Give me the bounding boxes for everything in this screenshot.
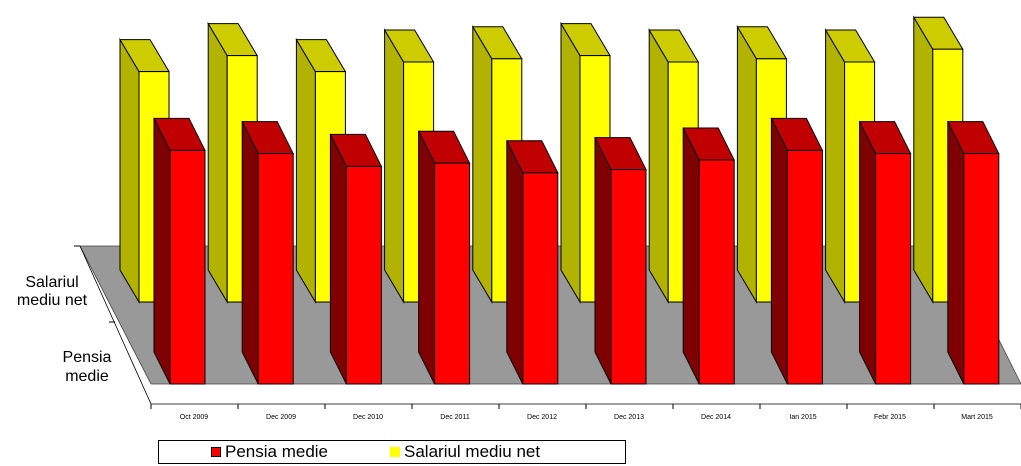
bar-pensia-8 — [770, 117, 824, 385]
bar-salariul-1-side — [119, 37, 140, 304]
bar-pensia-4-front — [434, 162, 471, 385]
bar-pensia-1-front — [169, 149, 206, 385]
bar-pensia-7-front — [698, 159, 735, 385]
bar-pensia-5-front — [522, 172, 559, 385]
bar-pensia-10-side — [947, 121, 965, 385]
pensia-series — [153, 117, 1000, 385]
bar-pensia-10-front — [963, 153, 1000, 385]
x-ticks — [150, 404, 1021, 409]
depth-label-salariul: Salariul — [25, 274, 78, 291]
bar-pensia-3-front — [345, 165, 382, 385]
bar-pensia-9-side — [859, 121, 877, 385]
bar-pensia-8-side — [770, 118, 788, 385]
x-tick-label-7: Dec 2014 — [701, 414, 731, 421]
bar-salariul-9-side — [825, 28, 846, 304]
bar-salariul-4-side — [384, 28, 405, 304]
bar-pensia-6-side — [594, 137, 612, 385]
bar-salariul-6-side — [560, 21, 581, 304]
bar-salariul-10-side — [913, 15, 934, 304]
bar-salariul-8-side — [736, 24, 757, 304]
x-tick-label-4: Dec 2011 — [440, 414, 470, 421]
legend-swatch-pensia — [211, 447, 221, 457]
x-tick-label-5: Dec 2012 — [527, 414, 557, 421]
legend-label-pensia: Pensia medie — [225, 442, 329, 461]
bar-salariul-5-side — [472, 24, 493, 304]
bar-salariul-2-side — [207, 21, 228, 304]
bar-pensia-2 — [241, 121, 295, 385]
bar-pensia-6-front — [610, 169, 647, 385]
bar-pensia-8-front — [786, 149, 823, 385]
depth-axis-line — [79, 245, 152, 405]
bar-pensia-3 — [329, 133, 383, 385]
bar-pensia-1 — [153, 117, 206, 385]
bar-pensia-10 — [946, 121, 1000, 385]
bar-pensia-7-side — [682, 127, 700, 385]
bar-pensia-2-front — [257, 153, 294, 385]
bar-pensia-9-front — [875, 153, 912, 385]
bar-pensia-2-side — [241, 121, 259, 385]
legend: Pensia medie Salariul mediu net — [158, 440, 626, 464]
x-tick-label-1: Oct 2009 — [180, 414, 209, 421]
bar-pensia-3-side — [329, 134, 347, 385]
x-tick-label-2: Dec 2009 — [266, 414, 296, 421]
legend-label-salariul: Salariul mediu net — [404, 442, 541, 461]
x-tick-label-9: Febr 2015 — [874, 414, 906, 421]
bar-pensia-5 — [505, 140, 559, 385]
bar-salariul-7-side — [648, 28, 669, 304]
depth-label-pensia-2: medie — [65, 368, 109, 385]
depth-label-salariul-2: mediu net — [17, 292, 88, 309]
legend-item-salariul: Salariul mediu net — [390, 442, 540, 462]
x-tick-label-8: Ian 2015 — [789, 414, 816, 421]
x-tick-label-3: Dec 2010 — [353, 414, 383, 421]
x-tick-labels: Oct 2009 Dec 2009 Dec 2010 Dec 2011 Dec 2012… — [180, 414, 993, 421]
bar-salariul-3-side — [295, 37, 316, 304]
bar-pensia-4 — [417, 130, 471, 385]
bar-pensia-5-side — [506, 140, 524, 385]
x-tick-label-10: Mart 2015 — [961, 414, 993, 421]
bar-pensia-7 — [682, 127, 736, 385]
bar-pensia-9 — [858, 121, 912, 385]
x-tick-label-6: Dec 2013 — [614, 414, 644, 421]
bar-pensia-1-side — [153, 118, 171, 385]
legend-swatch-salariul — [390, 447, 401, 457]
depth-label-pensia: Pensia — [63, 349, 112, 366]
bar-pensia-4-side — [418, 130, 436, 385]
bar-pensia-6 — [594, 137, 647, 385]
legend-item-pensia: Pensia medie — [211, 442, 328, 462]
